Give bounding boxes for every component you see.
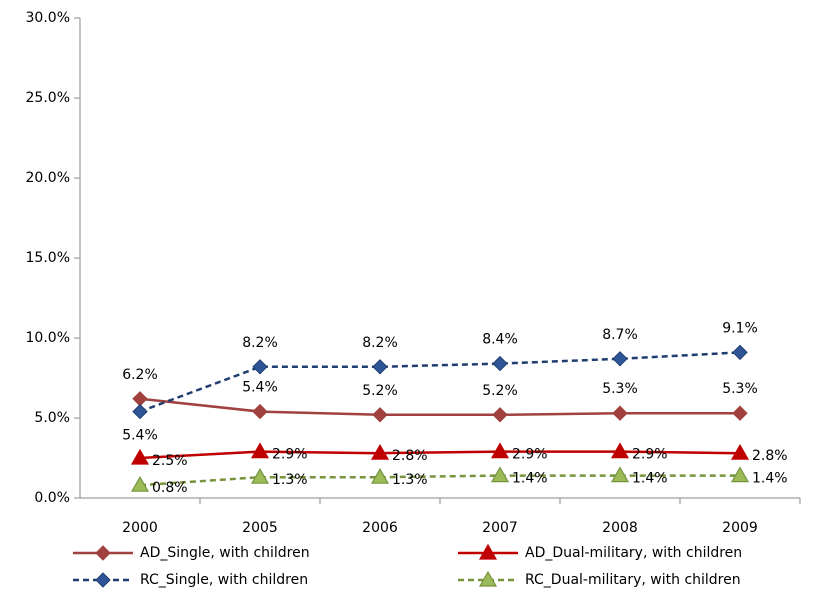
data-label: 2.8% bbox=[392, 448, 428, 464]
data-point bbox=[372, 359, 388, 375]
legend-label: RC_Single, with children bbox=[140, 572, 308, 588]
y-tick-label: 10.0% bbox=[26, 330, 70, 346]
series-line bbox=[139, 351, 741, 413]
data-point bbox=[730, 466, 750, 483]
legend-label: RC_Dual-military, with children bbox=[525, 572, 741, 588]
data-label: 2.9% bbox=[512, 447, 548, 463]
data-point bbox=[130, 448, 150, 465]
data-label: 5.2% bbox=[362, 383, 398, 399]
data-point bbox=[250, 442, 270, 459]
data-label: 9.1% bbox=[722, 320, 758, 336]
data-label: 8.4% bbox=[482, 332, 518, 348]
x-tick-label: 2007 bbox=[482, 520, 518, 536]
data-point bbox=[490, 466, 510, 483]
data-label: 1.4% bbox=[512, 471, 548, 487]
data-label: 6.2% bbox=[122, 367, 158, 383]
data-point bbox=[132, 391, 148, 407]
x-tick-label: 2008 bbox=[602, 520, 638, 536]
data-point bbox=[250, 467, 270, 484]
data-label: 5.3% bbox=[722, 381, 758, 397]
x-tick-label: 2006 bbox=[362, 520, 398, 536]
data-point bbox=[730, 443, 750, 460]
data-label: 2.5% bbox=[152, 453, 188, 469]
y-tick-label: 20.0% bbox=[26, 170, 70, 186]
legend-marker bbox=[478, 570, 498, 587]
y-tick-label: 30.0% bbox=[26, 10, 70, 26]
x-tick-label: 2009 bbox=[722, 520, 758, 536]
data-label: 1.4% bbox=[632, 471, 668, 487]
legend-marker bbox=[95, 572, 111, 588]
data-label: 1.4% bbox=[752, 471, 788, 487]
data-label: 1.3% bbox=[272, 472, 308, 488]
legend-label: AD_Single, with children bbox=[140, 545, 310, 561]
series-line bbox=[139, 450, 741, 460]
data-point bbox=[492, 407, 508, 423]
data-label: 5.3% bbox=[602, 381, 638, 397]
data-point bbox=[370, 467, 390, 484]
data-point bbox=[252, 403, 268, 420]
data-point bbox=[732, 405, 748, 421]
data-point bbox=[610, 466, 630, 483]
x-tick-label: 2005 bbox=[242, 520, 278, 536]
data-label: 8.2% bbox=[242, 335, 278, 351]
data-label: 5.4% bbox=[242, 380, 278, 396]
data-point bbox=[130, 475, 150, 492]
data-label: 2.9% bbox=[272, 447, 308, 463]
y-tick-label: 5.0% bbox=[34, 410, 70, 426]
data-label: 2.8% bbox=[752, 448, 788, 464]
data-point bbox=[370, 443, 390, 460]
series-line bbox=[139, 474, 740, 487]
data-point bbox=[612, 405, 628, 421]
data-label: 2.9% bbox=[632, 447, 668, 463]
data-label: 1.3% bbox=[392, 472, 428, 488]
data-point bbox=[732, 344, 748, 361]
data-point bbox=[252, 359, 268, 375]
legend-marker bbox=[478, 543, 498, 560]
x-tick-label: 2000 bbox=[122, 520, 158, 536]
data-label: 8.7% bbox=[602, 327, 638, 343]
data-label: 5.2% bbox=[482, 383, 518, 399]
data-point bbox=[492, 355, 508, 372]
data-point bbox=[132, 403, 148, 420]
y-tick-label: 0.0% bbox=[34, 490, 70, 506]
data-point bbox=[612, 351, 628, 367]
data-label: 0.8% bbox=[152, 480, 188, 496]
data-label: 8.2% bbox=[362, 335, 398, 351]
data-point bbox=[610, 442, 630, 459]
data-point bbox=[490, 442, 510, 459]
data-label: 5.4% bbox=[122, 428, 158, 444]
data-point bbox=[372, 407, 388, 423]
series-line bbox=[139, 397, 740, 417]
y-tick-label: 15.0% bbox=[26, 250, 70, 266]
legend-label: AD_Dual-military, with children bbox=[525, 545, 742, 561]
y-tick-label: 25.0% bbox=[26, 90, 70, 106]
legend-marker bbox=[95, 545, 111, 561]
